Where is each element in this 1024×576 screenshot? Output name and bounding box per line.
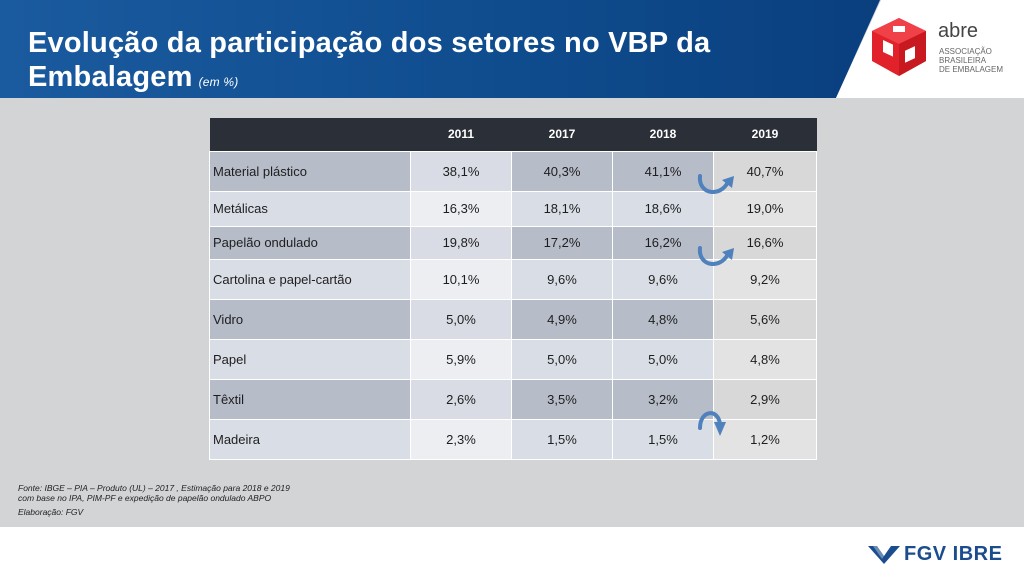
fgv-ibre-logo: FGV IBRE [868,543,1002,565]
cell-2017: 18,1% [511,190,613,227]
cell-2011: 2,6% [410,378,512,420]
curved-arrow-icon [697,246,734,266]
table-row: Cartolina e papel-cartão 10,1% 9,6% 9,6%… [209,258,817,300]
logo-subtitle: ASSOCIAÇÃO BRASILEIRA DE EMBALAGEM [939,47,1003,74]
fgv-brand-text: FGV IBRE [904,542,1003,565]
table-row: Vidro 5,0% 4,9% 4,8% 5,6% [209,298,817,340]
cell-2011: 19,8% [410,225,512,260]
abre-logo: abre ASSOCIAÇÃO BRASILEIRA DE EMBALAGEM [868,16,1018,86]
cell-2018: 9,6% [612,258,714,300]
footnote-line-2: com base no IPA, PIM-PF e expedição de p… [18,493,272,503]
table-row: Material plástico 38,1% 40,3% 41,1% 40,7… [209,150,817,192]
footer-bar [0,527,1024,576]
cell-2011: 38,1% [410,150,512,192]
header-banner: Evolução da participação dos setores no … [0,0,1024,98]
cell-2018: 5,0% [612,338,714,380]
row-label: Vidro [209,298,411,340]
row-label: Cartolina e papel-cartão [209,258,411,300]
cell-2019: 19,0% [713,190,817,227]
cell-2017: 17,2% [511,225,613,260]
fgv-chevron-icon [868,546,900,564]
header-blue-band [0,0,880,98]
cell-2018: 18,6% [612,190,714,227]
footnote-line-1: Fonte: IBGE – PIA – Produto (UL) – 2017 … [18,483,290,493]
row-label: Madeira [209,418,411,460]
header-cell-2011: 2011 [410,118,512,151]
cell-2019: 1,2% [713,418,817,460]
row-label: Têxtil [209,378,411,420]
table-row: Metálicas 16,3% 18,1% 18,6% 19,0% [209,190,817,227]
footnote-elaboration: Elaboração: FGV [18,507,84,517]
cell-2017: 40,3% [511,150,613,192]
row-label: Papelão ondulado [209,225,411,260]
title-line-2: Embalagem [28,61,193,93]
curved-arrow-icon [698,411,726,436]
cell-2011: 2,3% [410,418,512,460]
cell-2011: 10,1% [410,258,512,300]
table-row: Papelão ondulado 19,8% 17,2% 16,2% 16,6% [209,225,817,260]
header-cell-2019: 2019 [713,118,817,151]
header-cell-2018: 2018 [612,118,714,151]
logo-sub-1: ASSOCIAÇÃO [939,47,992,56]
cell-2017: 5,0% [511,338,613,380]
title-unit: (em %) [198,75,239,89]
row-label: Material plástico [209,150,411,192]
cell-2019: 9,2% [713,258,817,300]
cell-2017: 3,5% [511,378,613,420]
cell-2017: 4,9% [511,298,613,340]
source-footnote: Fonte: IBGE – PIA – Produto (UL) – 2017 … [18,483,290,517]
table-row: Têxtil 2,6% 3,5% 3,2% 2,9% [209,378,817,420]
title-line-1: Evolução da participação dos setores no … [28,27,711,59]
logo-name: abre [938,20,979,42]
cell-2017: 1,5% [511,418,613,460]
page-title: Evolução da participação dos setores no … [28,26,710,98]
row-label: Metálicas [209,190,411,227]
cell-2011: 5,0% [410,298,512,340]
cell-2019: 5,6% [713,298,817,340]
table-row: Madeira 2,3% 1,5% 1,5% 1,2% [209,418,817,460]
cell-2019: 4,8% [713,338,817,380]
cell-2018: 41,1% [612,150,714,192]
curved-arrow-icon [697,174,734,194]
row-label: Papel [209,338,411,380]
vbp-table: 2011 2017 2018 2019 Material plástico 38… [209,118,817,460]
cell-2017: 9,6% [511,258,613,300]
logo-sub-2: BRASILEIRA [939,56,987,65]
table-row: Papel 5,9% 5,0% 5,0% 4,8% [209,338,817,380]
cell-2011: 16,3% [410,190,512,227]
cell-2011: 5,9% [410,338,512,380]
abre-cube-icon [872,18,926,76]
cell-2018: 1,5% [612,418,714,460]
cell-2018: 4,8% [612,298,714,340]
header-cell-2017: 2017 [511,118,613,151]
cell-2018: 16,2% [612,225,714,260]
logo-sub-3: DE EMBALAGEM [939,65,1004,74]
cell-2019: 16,6% [713,225,817,260]
table-header-row: 2011 2017 2018 2019 [209,118,817,151]
header-cell-label [209,118,411,151]
cell-2018: 3,2% [612,378,714,420]
cell-2019: 2,9% [713,378,817,420]
